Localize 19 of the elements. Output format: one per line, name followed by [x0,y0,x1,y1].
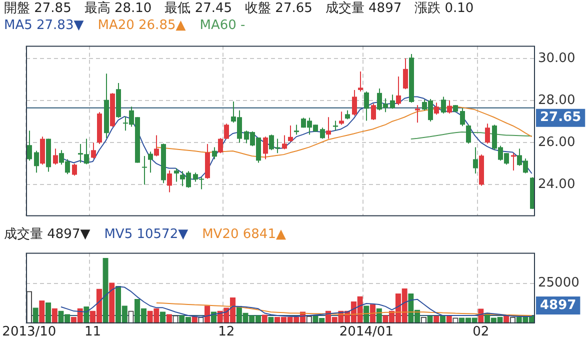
ref-line-label: 27.65 [540,110,582,126]
text: MA60 - [200,18,246,33]
text: MV5 10572▼ [104,227,188,242]
x-tick-label: 11 [84,324,102,340]
text: MA5 27.83▼ [4,18,84,33]
x-tick-label: 2013/10 [2,324,56,340]
y-tick-label: 30.00 [538,50,576,66]
text: MV20 6841▲ [202,227,286,242]
ref-line-label: 4897 [540,298,576,313]
y-tick-label: 28.00 [538,92,576,108]
x-tick-label: 12 [218,324,235,340]
x-tick-label: 02 [472,324,490,340]
chart-title: 成交量 4897▼ [4,227,90,242]
y-tick-label: 24.00 [538,177,576,192]
x-tick-label: 2014/01 [339,324,394,340]
y-tick-label: 25000 [538,276,580,291]
text: MA20 26.85▲ [98,18,186,33]
chart-title: 開盤 27.85 最高 28.10 最低 27.45 收盤 27.65 成交量 4897 漲跌 0.10 [4,1,474,16]
y-tick-label: 26.00 [538,134,576,150]
